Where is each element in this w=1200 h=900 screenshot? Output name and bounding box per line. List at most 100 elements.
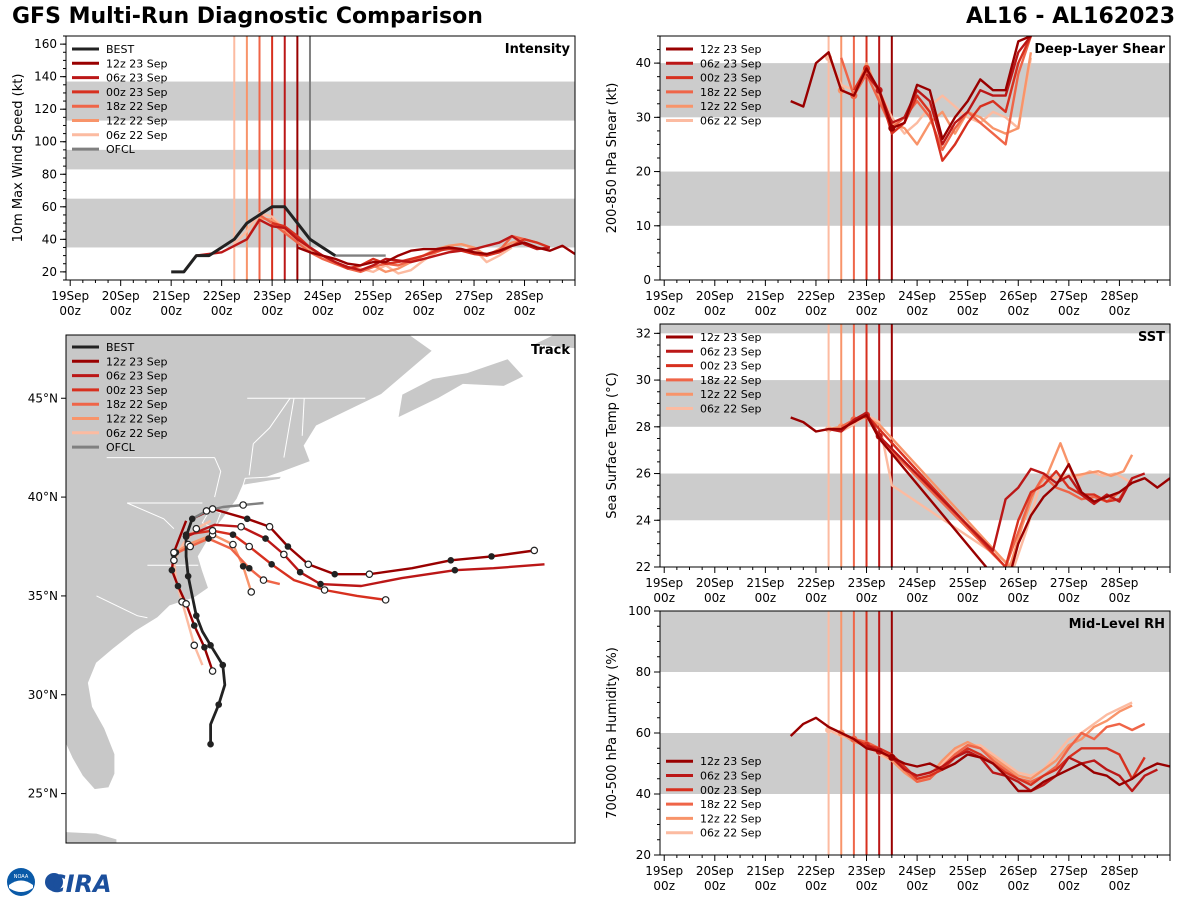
track-point-filled: [215, 701, 222, 708]
track-point-filled: [317, 580, 324, 588]
shear-xtick-label-hour: 00z: [704, 304, 726, 318]
sst-legend-label: 12z 23 Sep: [700, 331, 762, 344]
shear-xtick-label-day: 26Sep: [999, 289, 1037, 303]
shear-ylabel: 200-850 hPa Shear (kt): [605, 83, 620, 234]
sst-xtick-label-hour: 00z: [856, 591, 878, 605]
track-point-open: [320, 586, 329, 594]
intensity-xtick-label-day: 20Sep: [102, 289, 140, 303]
noaa-wave-icon: [9, 880, 33, 892]
sst-ytick-label: 22: [636, 560, 651, 574]
track-point-open: [265, 522, 274, 531]
sst-xtick-label-day: 20Sep: [696, 576, 734, 590]
shear-xtick-label-day: 20Sep: [696, 289, 734, 303]
intensity-xtick-label-hour: 00z: [211, 304, 233, 318]
intensity-title: Intensity: [505, 42, 571, 57]
rh-xtick-label-hour: 00z: [805, 879, 827, 893]
rh-ylabel: 700-500 hPa Humidity (%): [605, 647, 620, 819]
intensity-xtick-label-day: 22Sep: [203, 289, 241, 303]
track-legend-label: BEST: [106, 341, 134, 354]
sst-xtick-label-hour: 00z: [653, 591, 675, 605]
intensity-legend-label: 12z 22 Sep: [106, 115, 168, 128]
track-point-open: [186, 542, 194, 551]
state-border: [301, 398, 305, 436]
shear-init-marker: [888, 124, 896, 132]
track-point-open: [381, 596, 390, 604]
rh-title: Mid-Level RH: [1069, 617, 1165, 632]
intensity-xtick-label-day: 25Sep: [354, 289, 392, 303]
sst-series-12z-23-Sep: [790, 413, 1170, 567]
track-point-filled: [205, 535, 212, 542]
track-point-filled: [168, 566, 176, 574]
track-legend-label: 00z 23 Sep: [106, 384, 168, 397]
sst-xtick-label-hour: 00z: [1109, 591, 1131, 605]
shear-xtick-label-day: 21Sep: [746, 289, 784, 303]
intensity-legend-label: 06z 22 Sep: [106, 129, 168, 142]
intensity-xtick-label-day: 19Sep: [51, 289, 89, 303]
shear-xtick-label-hour: 00z: [1109, 304, 1131, 318]
shear-legend-label: 06z 22 Sep: [700, 115, 762, 128]
track-point-open: [365, 570, 374, 578]
track-title: Track: [531, 343, 570, 358]
shear-xtick-label-day: 19Sep: [645, 289, 683, 303]
shear-xtick-label-hour: 00z: [755, 304, 777, 318]
intensity-xtick-label-day: 27Sep: [455, 289, 493, 303]
state-border: [252, 398, 291, 445]
intensity-ytick-label: 40: [42, 232, 57, 246]
track-frame: [65, 334, 576, 844]
sst-xtick-label-day: 25Sep: [949, 576, 987, 590]
track-point-filled: [239, 562, 247, 570]
track-point-filled: [488, 553, 495, 560]
rh-xtick-label-hour: 00z: [957, 879, 979, 893]
sst-ytick-label: 32: [636, 326, 651, 340]
intensity-xtick-label-day: 23Sep: [253, 289, 291, 303]
track-legend-label: 12z 22 Sep: [106, 413, 168, 426]
shear-xtick-label-hour: 00z: [856, 304, 878, 318]
rh-xtick-label-day: 20Sep: [696, 864, 734, 878]
rh-xtick-label-hour: 00z: [906, 879, 928, 893]
cira-logo: NOAA CIRA: [7, 868, 112, 898]
shear-xtick-label-day: 27Sep: [1050, 289, 1088, 303]
shear-xtick-label-day: 25Sep: [949, 289, 987, 303]
track-point-filled: [182, 533, 190, 540]
track-point-filled: [296, 568, 304, 576]
track-point-open: [182, 600, 190, 608]
intensity-ytick-label: 120: [34, 102, 57, 116]
shear-xtick-label-day: 23Sep: [848, 289, 886, 303]
sst-frame: [659, 323, 1171, 568]
track-point-filled: [207, 740, 214, 748]
rh-xtick-label-hour: 00z: [1007, 879, 1029, 893]
intensity-series-06z-23-Sep: [196, 218, 550, 272]
track-point-open: [304, 560, 313, 569]
noaa-logo-label: NOAA: [14, 874, 29, 880]
intensity-ytick-label: 20: [42, 265, 57, 279]
intensity-xtick-label-hour: 00z: [413, 304, 435, 318]
track-point-open: [229, 540, 237, 549]
sst-xtick-label-hour: 00z: [704, 591, 726, 605]
figure-title: GFS Multi-Run Diagnostic Comparison: [12, 4, 483, 29]
track-line-OFCL: [191, 501, 264, 520]
land-nova-scotia: [397, 358, 525, 419]
rh-xtick-label-hour: 00z: [755, 879, 777, 893]
rh-xtick-label-day: 27Sep: [1050, 864, 1088, 878]
rh-xtick-label-day: 22Sep: [797, 864, 835, 878]
track-map-area: [66, 335, 575, 843]
track-point-filled: [190, 622, 198, 629]
track-point-open: [530, 546, 539, 555]
shear-legend-label: 12z 22 Sep: [700, 100, 762, 113]
cira-logo-text: CIRA: [48, 870, 112, 898]
intensity-xtick-label-hour: 00z: [160, 304, 182, 318]
rh-xtick-label-day: 25Sep: [949, 864, 987, 878]
track-point-open: [280, 550, 288, 559]
intensity-legend-label: 00z 23 Sep: [106, 86, 168, 99]
rh-xtick-label-hour: 00z: [1109, 879, 1131, 893]
sst-xtick-label-day: 28Sep: [1100, 576, 1138, 590]
track-point-open: [190, 641, 199, 650]
rh-legend-label: 00z 23 Sep: [700, 784, 762, 797]
land-long-island: [242, 475, 283, 486]
rh-xtick-label-day: 28Sep: [1100, 864, 1138, 878]
rh-xtick-label-day: 24Sep: [898, 864, 936, 878]
